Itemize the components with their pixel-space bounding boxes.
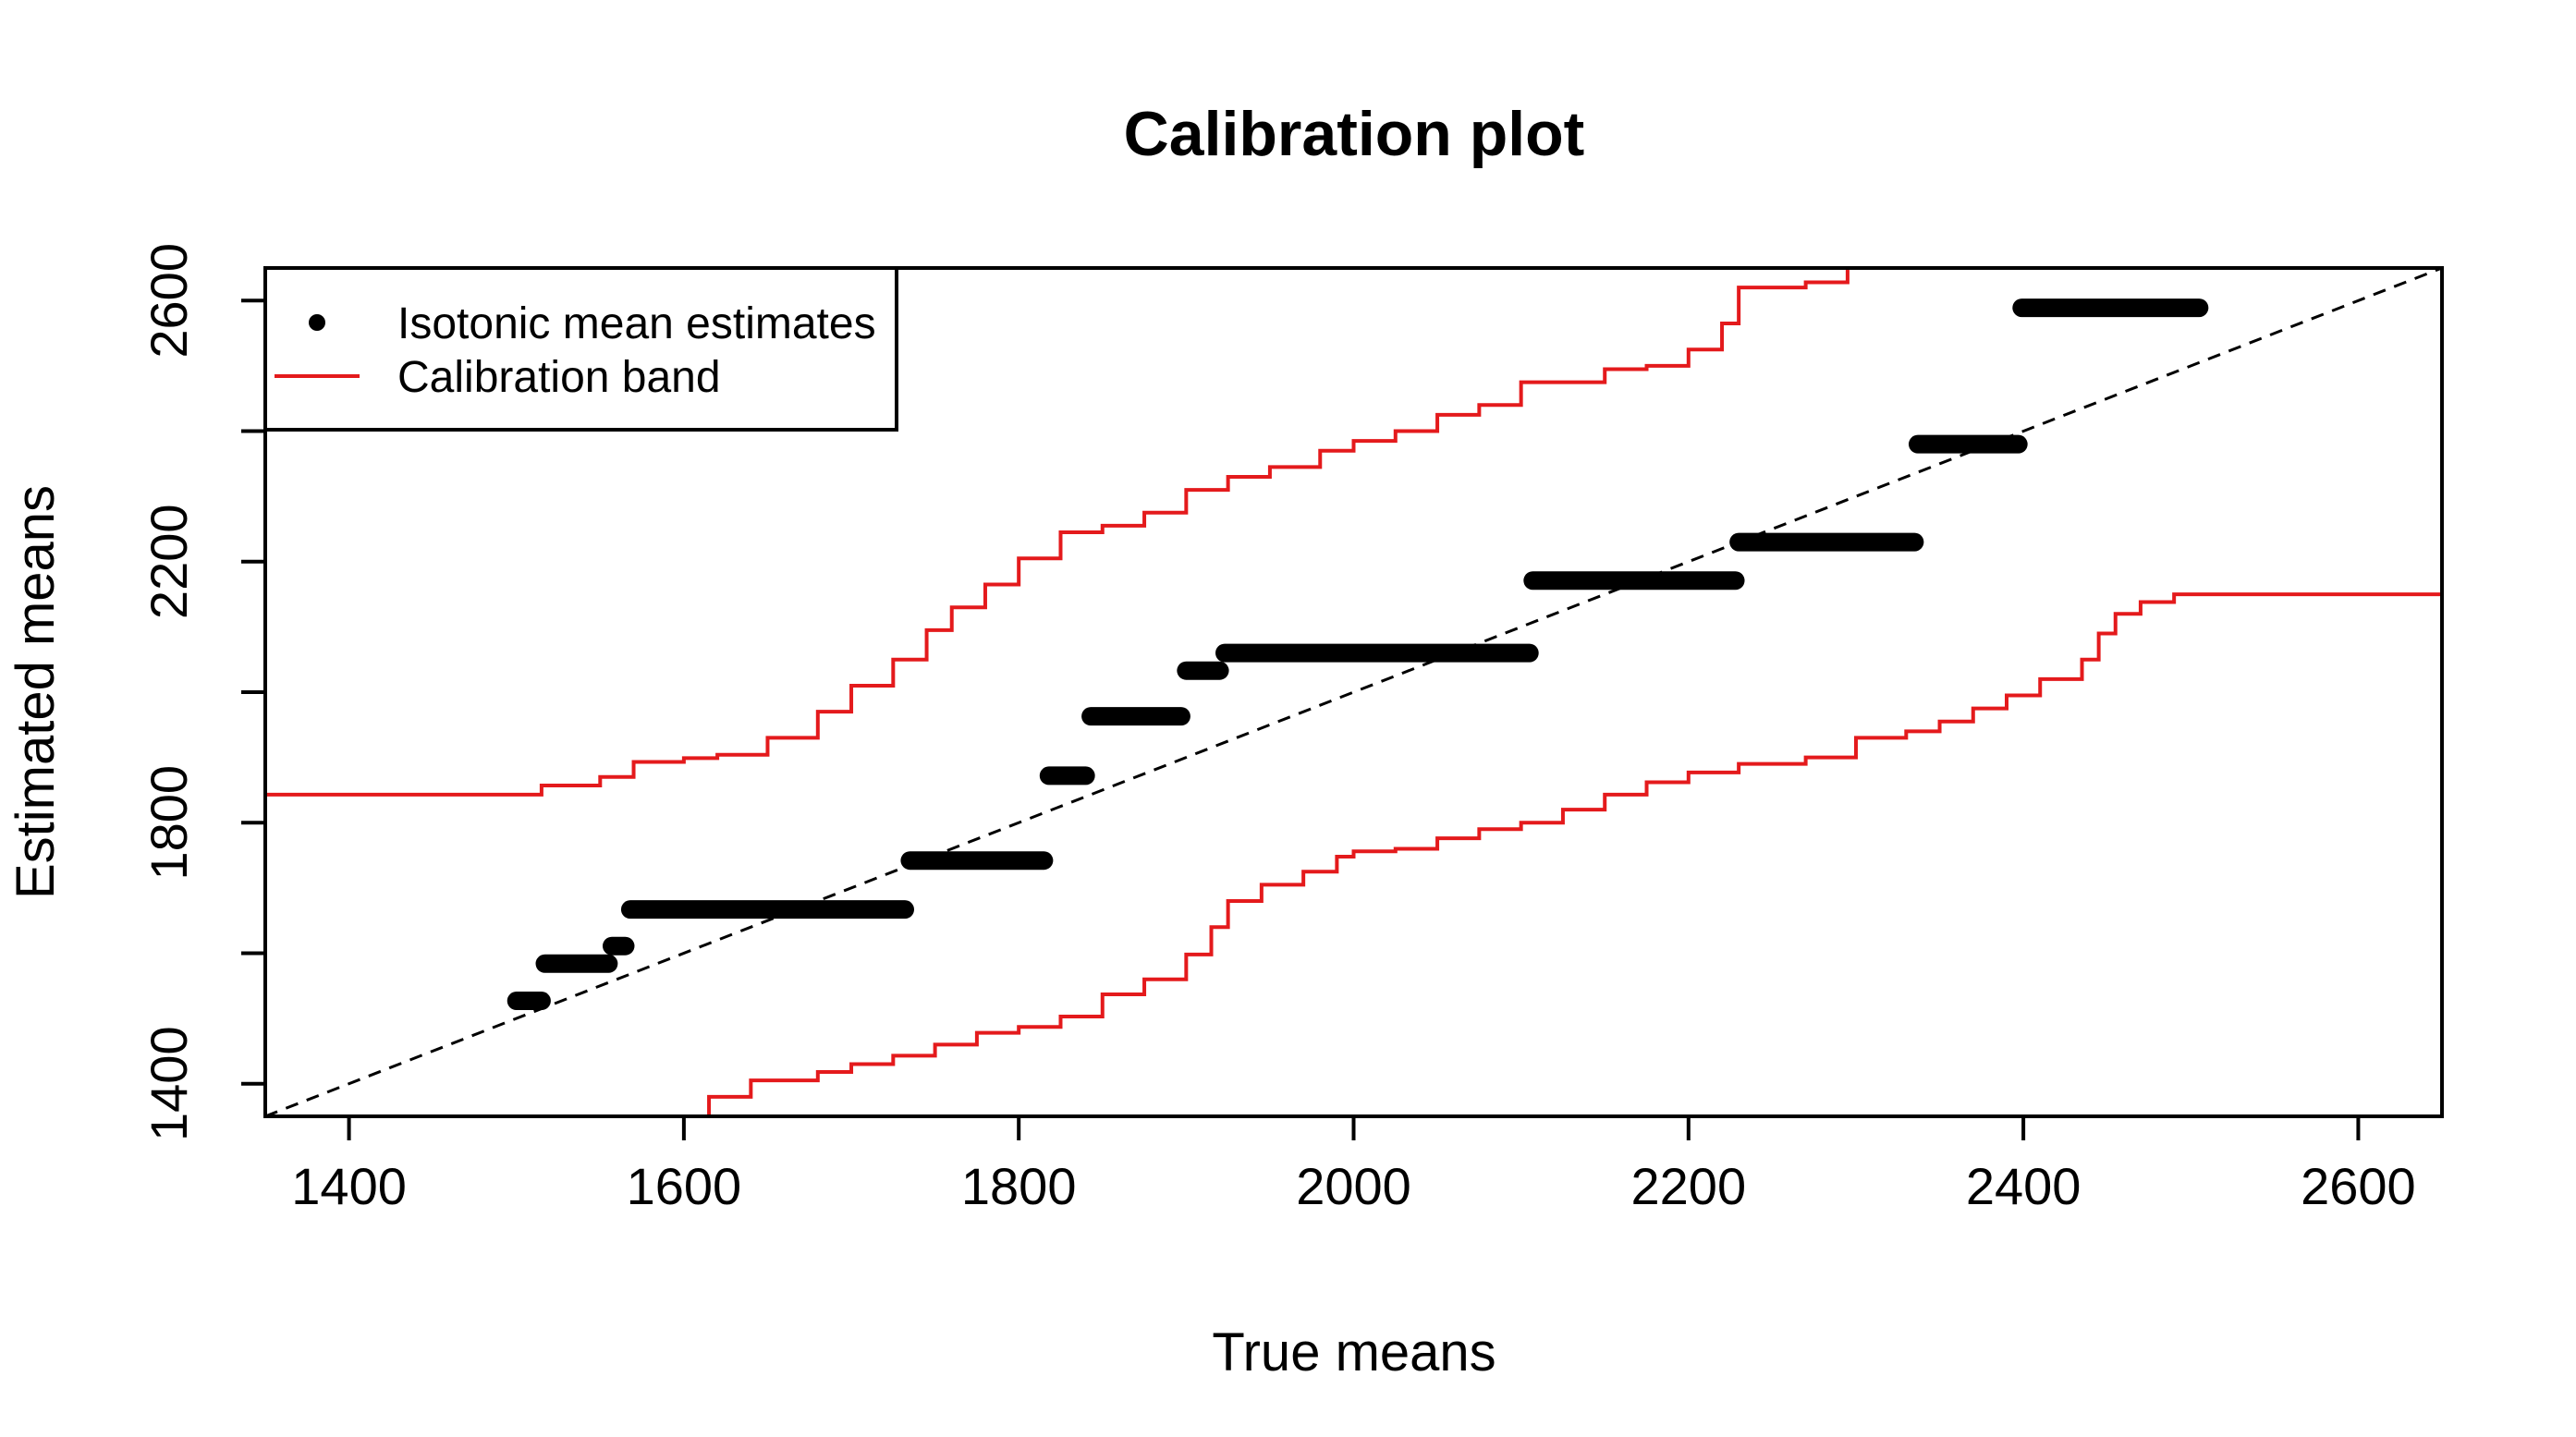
y-tick-label: 1400 bbox=[140, 1026, 198, 1141]
legend-box bbox=[263, 266, 898, 432]
legend-entry-band: Calibration band bbox=[397, 353, 721, 402]
x-tick-label: 2000 bbox=[1296, 1157, 1411, 1215]
x-tick-label: 2400 bbox=[1966, 1157, 2082, 1215]
x-axis-label: True means bbox=[1212, 1322, 1496, 1382]
legend-point-marker bbox=[309, 314, 325, 331]
y-tick-label: 1800 bbox=[140, 765, 198, 881]
x-tick-label: 2200 bbox=[1631, 1157, 1747, 1215]
x-tick-label: 1800 bbox=[961, 1157, 1077, 1215]
y-tick-label: 2200 bbox=[140, 504, 198, 619]
plot-area bbox=[264, 266, 2443, 1118]
x-tick-label: 2600 bbox=[2301, 1157, 2416, 1215]
calibration-band-lower bbox=[683, 592, 2442, 1118]
y-axis-label: Estimated means bbox=[6, 485, 66, 899]
calibration-band-upper bbox=[265, 268, 1850, 797]
x-axis: 1400 1600 1800 2000 2200 2400 2600 bbox=[291, 1116, 2416, 1215]
isotonic-estimates-layer bbox=[507, 298, 2209, 1011]
y-axis: 1400 1800 2200 2600 bbox=[140, 243, 265, 1141]
y-tick-label: 2600 bbox=[140, 243, 198, 359]
chart-title: Calibration plot bbox=[1124, 99, 1585, 169]
legend-entry-isotonic: Isotonic mean estimates bbox=[397, 299, 876, 348]
x-tick-label: 1400 bbox=[291, 1157, 407, 1215]
calibration-band-layer bbox=[265, 268, 2442, 1118]
reference-layer bbox=[264, 266, 2443, 1118]
x-tick-label: 1600 bbox=[627, 1157, 742, 1215]
identity-reference-line bbox=[264, 266, 2443, 1118]
legend: Isotonic mean estimates Calibration band bbox=[263, 266, 898, 432]
